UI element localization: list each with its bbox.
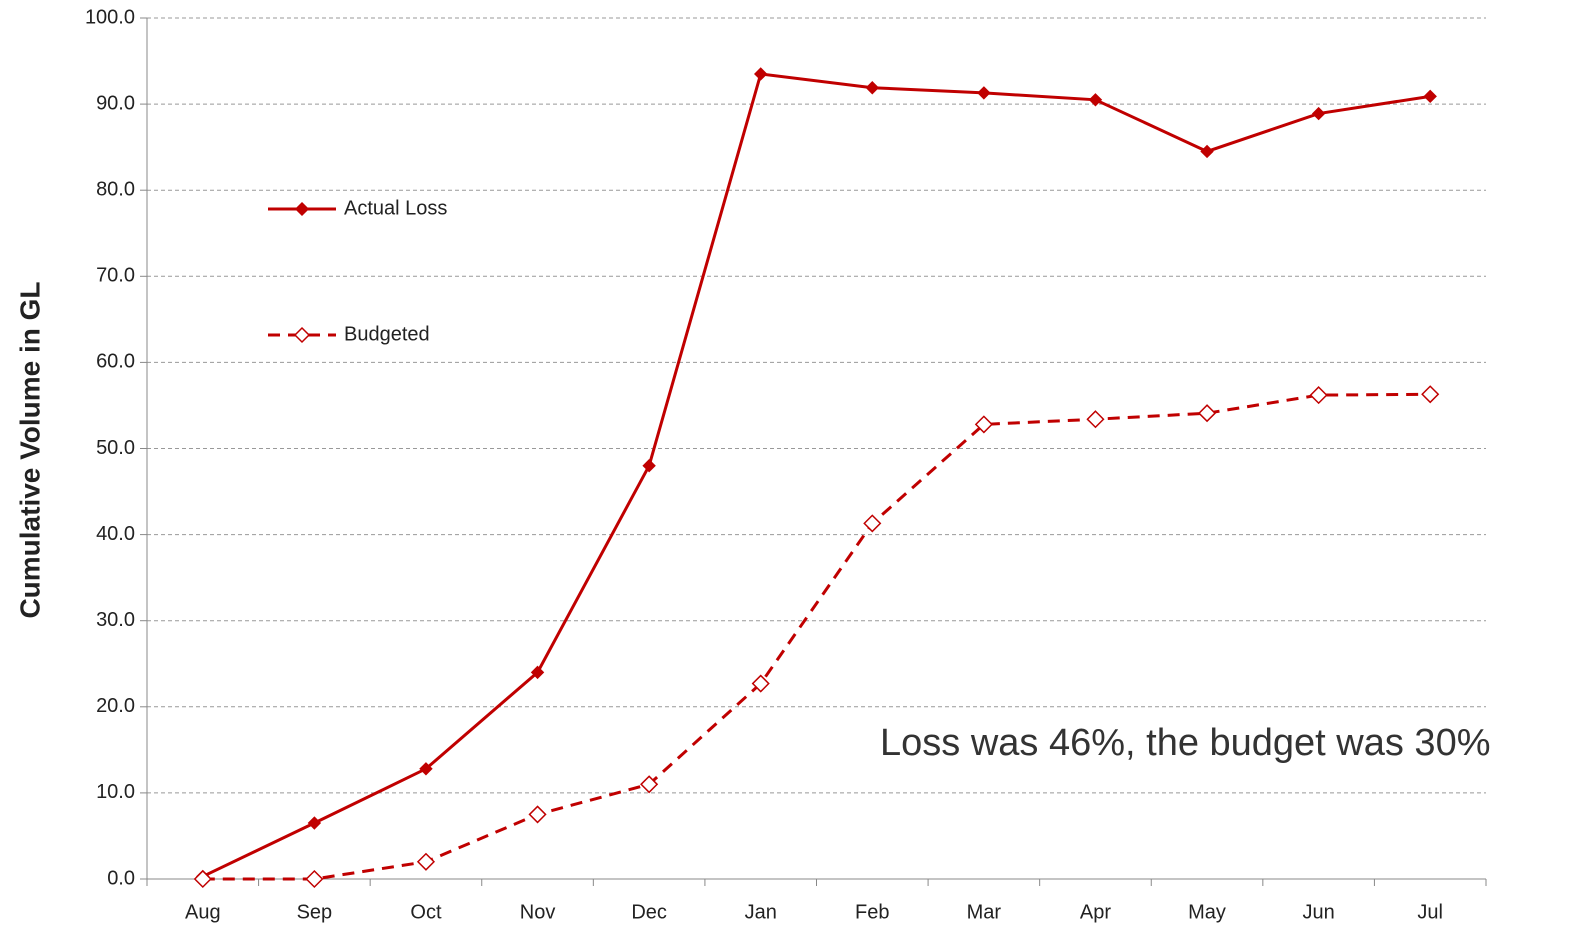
marker: [530, 665, 545, 680]
y-tick-label: 90.0: [96, 92, 135, 114]
marker: [416, 852, 436, 871]
marker: [193, 869, 212, 889]
marker: [640, 775, 659, 794]
x-tick-label: Jan: [745, 901, 777, 923]
marker: [1309, 386, 1328, 405]
marker: [1197, 404, 1217, 423]
series-line: [202, 72, 1431, 878]
y-tick-label: 50.0: [96, 437, 135, 459]
marker: [1086, 410, 1105, 429]
y-tick-label: 60.0: [96, 351, 135, 373]
y-tick-label: 40.0: [96, 523, 135, 545]
marker: [751, 674, 770, 693]
x-tick-label: May: [1188, 901, 1226, 923]
x-tick-label: Dec: [631, 901, 667, 923]
y-axis-title: Cumulative Volume in GL: [14, 281, 45, 618]
marker: [1088, 93, 1103, 107]
x-tick-label: Feb: [855, 901, 889, 923]
marker: [1421, 385, 1440, 404]
y-tick-label: 0.0: [107, 867, 135, 889]
y-tick-label: 20.0: [96, 695, 135, 717]
x-tick-label: Mar: [967, 901, 1002, 923]
y-tick-label: 80.0: [96, 178, 135, 200]
y-tick-label: 70.0: [96, 265, 135, 287]
marker: [307, 816, 322, 830]
x-tick-label: Nov: [520, 901, 556, 923]
legend-marker: [293, 326, 311, 344]
marker: [419, 762, 433, 776]
marker: [865, 81, 879, 95]
series-line: [202, 392, 1431, 881]
marker: [977, 86, 991, 100]
marker: [863, 514, 882, 533]
marker: [1200, 144, 1214, 159]
legend-label: Budgeted: [344, 323, 430, 345]
x-tick-label: Jul: [1417, 901, 1443, 923]
marker: [642, 459, 656, 473]
x-tick-label: Sep: [297, 901, 333, 923]
x-tick-label: Aug: [185, 901, 221, 923]
x-tick-label: Jun: [1303, 901, 1335, 923]
marker: [528, 805, 547, 824]
marker: [1311, 106, 1326, 121]
x-tick-label: Apr: [1080, 901, 1111, 923]
marker: [1423, 89, 1437, 104]
marker: [305, 869, 324, 889]
y-tick-label: 30.0: [96, 609, 135, 631]
y-tick-label: 10.0: [96, 781, 135, 803]
y-tick-label: 100.0: [85, 6, 135, 28]
legend-label: Actual Loss: [344, 197, 447, 219]
legend-marker: [294, 201, 310, 217]
marker: [754, 67, 768, 81]
x-tick-label: Oct: [410, 901, 442, 923]
marker: [974, 415, 993, 434]
annotation: Loss was 46%, the budget was 30%: [880, 722, 1491, 764]
